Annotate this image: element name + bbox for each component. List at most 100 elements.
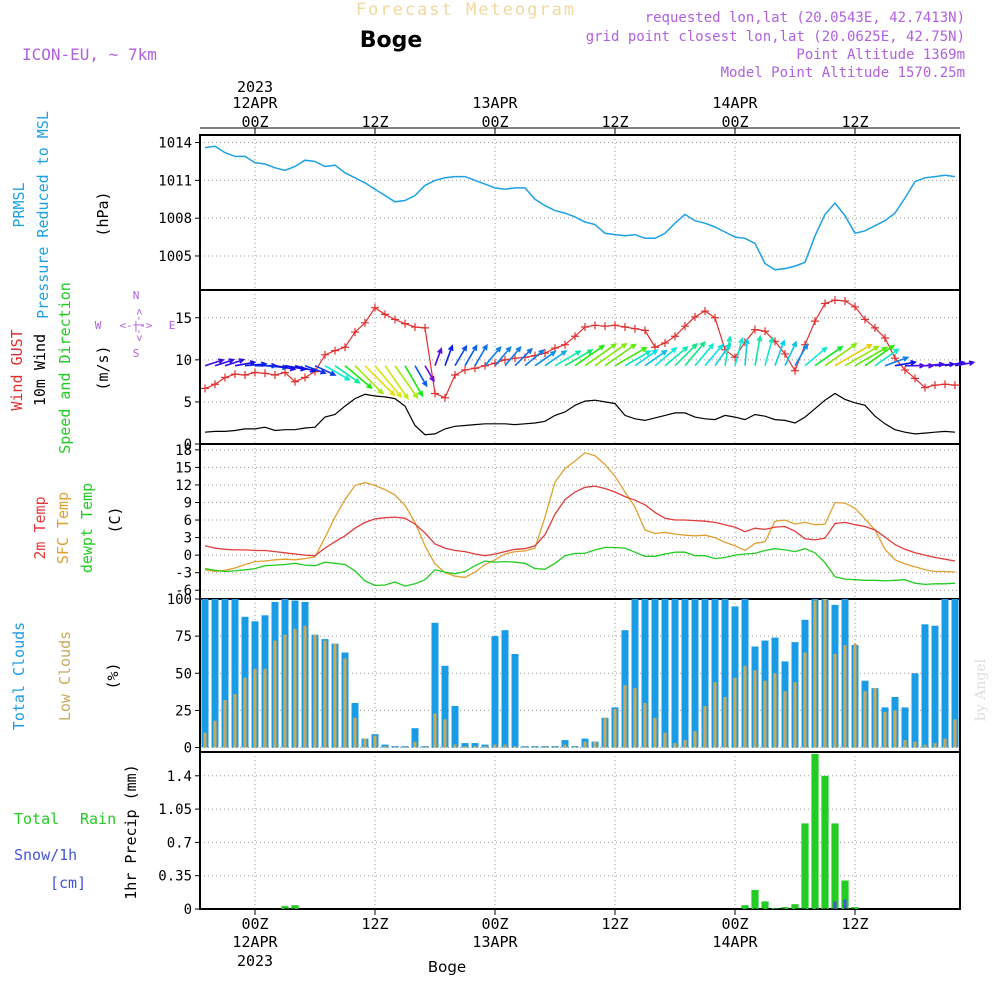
wind-arrow bbox=[654, 346, 678, 367]
gust-point bbox=[211, 380, 219, 389]
model-name: ICON-EU, ~ 7km bbox=[22, 45, 157, 64]
total-cloud-bar bbox=[201, 599, 209, 748]
gust-point bbox=[781, 349, 789, 358]
wind-arrow bbox=[604, 343, 637, 367]
precip-label-total: Total bbox=[14, 810, 59, 828]
wind-arrow bbox=[224, 358, 246, 367]
low-cloud-bar bbox=[693, 731, 697, 748]
gust-point bbox=[621, 323, 629, 332]
chart-title: Forecast Meteogram bbox=[356, 0, 576, 20]
rain-bar bbox=[761, 901, 769, 909]
bottom-time-label: 00Z bbox=[721, 915, 748, 933]
temp-label-sfc: SFC Temp bbox=[54, 492, 72, 564]
low-cloud-bar bbox=[833, 654, 837, 748]
low-cloud-bar bbox=[453, 744, 457, 748]
wind-arrow bbox=[744, 337, 750, 366]
total-cloud-bar bbox=[951, 599, 959, 748]
compass-rose: N <-|-> <-|-> W E S bbox=[95, 289, 176, 360]
wind-panel: 15 10 5 0 bbox=[175, 289, 976, 453]
temp-label-dewpt: dewpt Temp bbox=[78, 483, 96, 573]
low-cloud-bar bbox=[783, 691, 787, 748]
wind-arrow bbox=[784, 340, 797, 367]
wind-arrow bbox=[434, 347, 443, 366]
total-cloud-bar bbox=[651, 599, 659, 748]
gust-point bbox=[911, 374, 919, 383]
bottom-time-label: 00Z bbox=[481, 915, 508, 933]
gust-point bbox=[831, 296, 839, 305]
gust-point bbox=[401, 319, 409, 328]
total-cloud-bar bbox=[691, 599, 699, 748]
total-cloud-bar bbox=[931, 625, 939, 748]
total-cloud-bar bbox=[721, 599, 729, 748]
wind-arrow bbox=[724, 335, 733, 366]
total-cloud-bar bbox=[661, 599, 669, 748]
gust-point bbox=[301, 373, 309, 382]
wind-arrow bbox=[864, 344, 896, 367]
wind-arrow bbox=[754, 334, 763, 366]
total-cloud-bar bbox=[461, 743, 469, 748]
low-cloud-bar bbox=[363, 738, 367, 748]
low-cloud-bar bbox=[633, 688, 637, 748]
low-cloud-bar bbox=[703, 706, 707, 748]
top-time-label: 12Z bbox=[361, 113, 388, 131]
wind-arrow bbox=[524, 349, 545, 367]
low-cloud-bar bbox=[203, 732, 207, 748]
ytick-label-temp-4: 6 bbox=[184, 513, 192, 529]
pressure-label-prmsl: PRMSL bbox=[10, 182, 28, 227]
low-cloud-bar bbox=[923, 744, 927, 748]
low-cloud-bar bbox=[803, 652, 807, 748]
low-cloud-bar bbox=[503, 744, 507, 748]
rain-bar bbox=[281, 906, 289, 909]
ytick-label-temp-6: 0 bbox=[184, 548, 192, 564]
gust-point bbox=[901, 365, 909, 374]
gust-point bbox=[461, 365, 469, 374]
gust-point bbox=[441, 393, 449, 402]
wind-arrow bbox=[404, 365, 424, 398]
rain-bar bbox=[811, 753, 819, 909]
gust-point bbox=[601, 322, 609, 331]
low-cloud-bar bbox=[343, 658, 347, 748]
gust-point bbox=[231, 370, 239, 379]
gust-point bbox=[941, 380, 949, 389]
total-cloud-bar bbox=[681, 599, 689, 748]
gust-point bbox=[811, 317, 819, 326]
ytick-label-temp-7: -3 bbox=[175, 566, 192, 582]
total-cloud-bar bbox=[431, 622, 439, 748]
bottom-time-label: 2023 bbox=[237, 952, 273, 970]
gust-point bbox=[581, 323, 589, 332]
total-cloud-bar bbox=[901, 707, 909, 748]
watermark: by Angel bbox=[973, 658, 989, 721]
ytick-label-wind-1: 10 bbox=[175, 353, 192, 369]
wind-arrow bbox=[734, 336, 744, 366]
wind-arrow bbox=[694, 342, 715, 367]
ytick-label-precip-4: 0 bbox=[184, 902, 192, 918]
gust-point bbox=[391, 315, 399, 324]
wind-arrow bbox=[684, 341, 706, 367]
wind-arrow bbox=[504, 346, 522, 367]
low-cloud-bar bbox=[253, 668, 257, 748]
low-cloud-bar bbox=[683, 740, 687, 748]
gust-line bbox=[204, 299, 956, 399]
low-cloud-bar bbox=[473, 746, 477, 748]
low-cloud-bar bbox=[663, 732, 667, 748]
model-altitude: Model Point Altitude 1570.25m bbox=[721, 65, 965, 81]
low-cloud-bar bbox=[763, 680, 767, 748]
sfc-temp-line bbox=[204, 452, 956, 579]
ytick-label-clouds-0: 100 bbox=[167, 592, 192, 608]
total-cloud-bar bbox=[561, 740, 569, 748]
total-cloud-bar bbox=[731, 606, 739, 748]
gust-point bbox=[351, 328, 359, 337]
gust-point bbox=[841, 296, 849, 305]
total-cloud-bar bbox=[231, 599, 239, 748]
ytick-label-wind-3: 0 bbox=[184, 437, 192, 453]
low-cloud-bar bbox=[493, 744, 497, 748]
low-cloud-bar bbox=[273, 640, 277, 748]
low-cloud-bar bbox=[733, 677, 737, 748]
gust-point bbox=[261, 369, 269, 378]
low-cloud-bar bbox=[793, 682, 797, 748]
gust-point bbox=[321, 350, 329, 359]
pressure-unit: (hPa) bbox=[94, 191, 112, 236]
gust-point bbox=[661, 339, 669, 348]
